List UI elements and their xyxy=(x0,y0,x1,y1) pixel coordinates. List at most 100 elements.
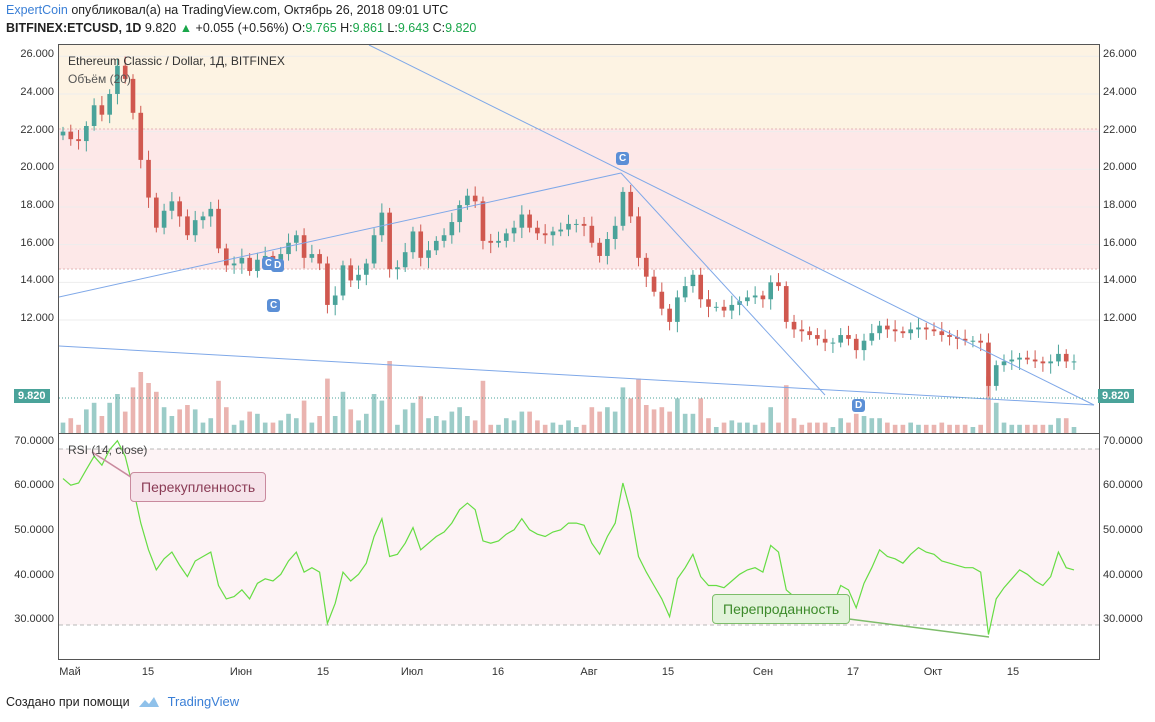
symbol-label: BITFINEX:ETCUSD, 1D xyxy=(6,21,142,35)
price-tick-label: 18.000 xyxy=(20,198,54,211)
candle-body xyxy=(651,276,657,292)
volume-bar xyxy=(916,424,921,433)
volume-bar xyxy=(612,411,618,433)
volume-bar xyxy=(550,422,556,433)
time-tick-label: 15 xyxy=(661,666,675,678)
footer: Создано при помощи TradingView xyxy=(6,694,239,709)
volume-bar xyxy=(939,422,945,433)
mark-d[interactable]: D xyxy=(271,259,285,272)
oversold-callout[interactable]: Перепроданность xyxy=(712,594,851,624)
candle-body xyxy=(947,335,952,337)
publish-info: ExpertCoin опубликовал(а) на TradingView… xyxy=(6,3,448,17)
volume-bar xyxy=(115,394,120,433)
candle-body xyxy=(84,125,89,142)
author-link[interactable]: ExpertCoin xyxy=(6,3,68,17)
candle-body xyxy=(371,235,377,264)
open-value: 9.765 xyxy=(305,21,337,35)
trendline-wedge-upper[interactable] xyxy=(59,172,622,298)
volume-bar xyxy=(752,424,758,433)
candle-body xyxy=(60,131,66,136)
candle-body xyxy=(433,240,439,251)
price-tick-label: 16.000 xyxy=(20,236,54,249)
candle-body xyxy=(224,248,229,266)
overbought-callout[interactable]: Перекупленность xyxy=(130,472,267,502)
time-tick-label: 15 xyxy=(316,666,330,678)
volume-bar xyxy=(729,420,735,433)
volume-bar xyxy=(480,380,486,433)
last-price: 9.820 xyxy=(144,21,177,35)
candle-body xyxy=(426,250,431,258)
rsi-line xyxy=(62,439,1075,635)
time-tick-label: 17 xyxy=(846,666,860,678)
volume-bar xyxy=(605,407,610,433)
candle-body xyxy=(1040,361,1046,364)
high-value: 9.861 xyxy=(352,21,384,35)
candle-body xyxy=(363,263,369,275)
candle-body xyxy=(1071,361,1077,363)
volume-bar xyxy=(861,416,867,433)
price-tick-label: 26.000 xyxy=(20,48,54,61)
rsi-pane[interactable]: RSI (14, close) Перекупленность Перепрод… xyxy=(58,433,1100,660)
candle-body xyxy=(752,295,758,298)
candle-body xyxy=(247,257,252,272)
volume-bar xyxy=(815,422,820,433)
candle-body xyxy=(815,335,820,339)
price-tick-label: 20.000 xyxy=(20,161,54,174)
candle-body xyxy=(340,265,346,296)
candle-body xyxy=(177,201,182,217)
candle-body xyxy=(496,240,501,243)
candle-body xyxy=(185,216,190,236)
candle-body xyxy=(768,282,774,300)
change-value: +0.055 (+0.56%) xyxy=(195,21,289,35)
trendline-c-d[interactable] xyxy=(620,172,826,396)
trendline-support[interactable] xyxy=(59,345,1095,406)
volume-bar xyxy=(535,420,540,433)
candle-body xyxy=(278,254,284,260)
candle-body xyxy=(667,308,672,322)
volume-bar xyxy=(791,418,797,433)
volume-bar xyxy=(675,398,680,433)
candle-body xyxy=(239,257,245,264)
volume-bar xyxy=(270,422,276,433)
volume-bar xyxy=(387,361,392,433)
volume-bar xyxy=(286,413,291,433)
price-pane[interactable]: C C C D D Ethereum Classic / Dollar, 1Д,… xyxy=(58,44,1100,434)
candle-body xyxy=(511,227,517,234)
volume-bar xyxy=(426,418,431,433)
volume-bar xyxy=(511,420,517,433)
l-label: L: xyxy=(387,21,398,35)
candle-body xyxy=(760,295,766,300)
trendline-resistance[interactable] xyxy=(368,45,1095,406)
volume-bar xyxy=(107,402,112,433)
tradingview-brand-link[interactable]: TradingView xyxy=(167,694,240,709)
volume-bar xyxy=(231,424,237,433)
candle-body xyxy=(325,263,330,305)
h-label: H: xyxy=(340,21,353,35)
volume-bar xyxy=(465,416,470,433)
price-tick-label: 26.000 xyxy=(1103,48,1137,61)
volume-legend: Объём (20) xyxy=(68,72,131,86)
volume-bar xyxy=(503,418,509,433)
volume-bar xyxy=(418,396,424,433)
volume-bar xyxy=(745,422,750,433)
candle-body xyxy=(317,254,322,264)
volume-bar xyxy=(472,420,478,433)
mark-d[interactable]: D xyxy=(852,399,866,412)
candle-body xyxy=(955,336,960,339)
chart-title: Ethereum Classic / Dollar, 1Д, BITFINEX xyxy=(68,54,285,68)
mark-c[interactable]: C xyxy=(267,299,281,312)
volume-bar xyxy=(332,416,338,433)
price-axis-left: 26.000 24.000 22.000 20.000 18.000 16.000 14.0… xyxy=(2,44,58,432)
candle-body xyxy=(1009,359,1015,362)
candle-body xyxy=(231,263,237,266)
candle-body xyxy=(558,229,564,232)
candle-body xyxy=(566,223,571,230)
volume-bar xyxy=(293,418,299,433)
mark-c[interactable]: C xyxy=(616,152,630,165)
candle-body xyxy=(91,105,97,126)
candle-body xyxy=(581,223,587,226)
volume-bar xyxy=(760,422,766,433)
volume-bar xyxy=(441,420,447,433)
candle-body xyxy=(550,231,556,236)
volume-bar xyxy=(146,383,151,433)
